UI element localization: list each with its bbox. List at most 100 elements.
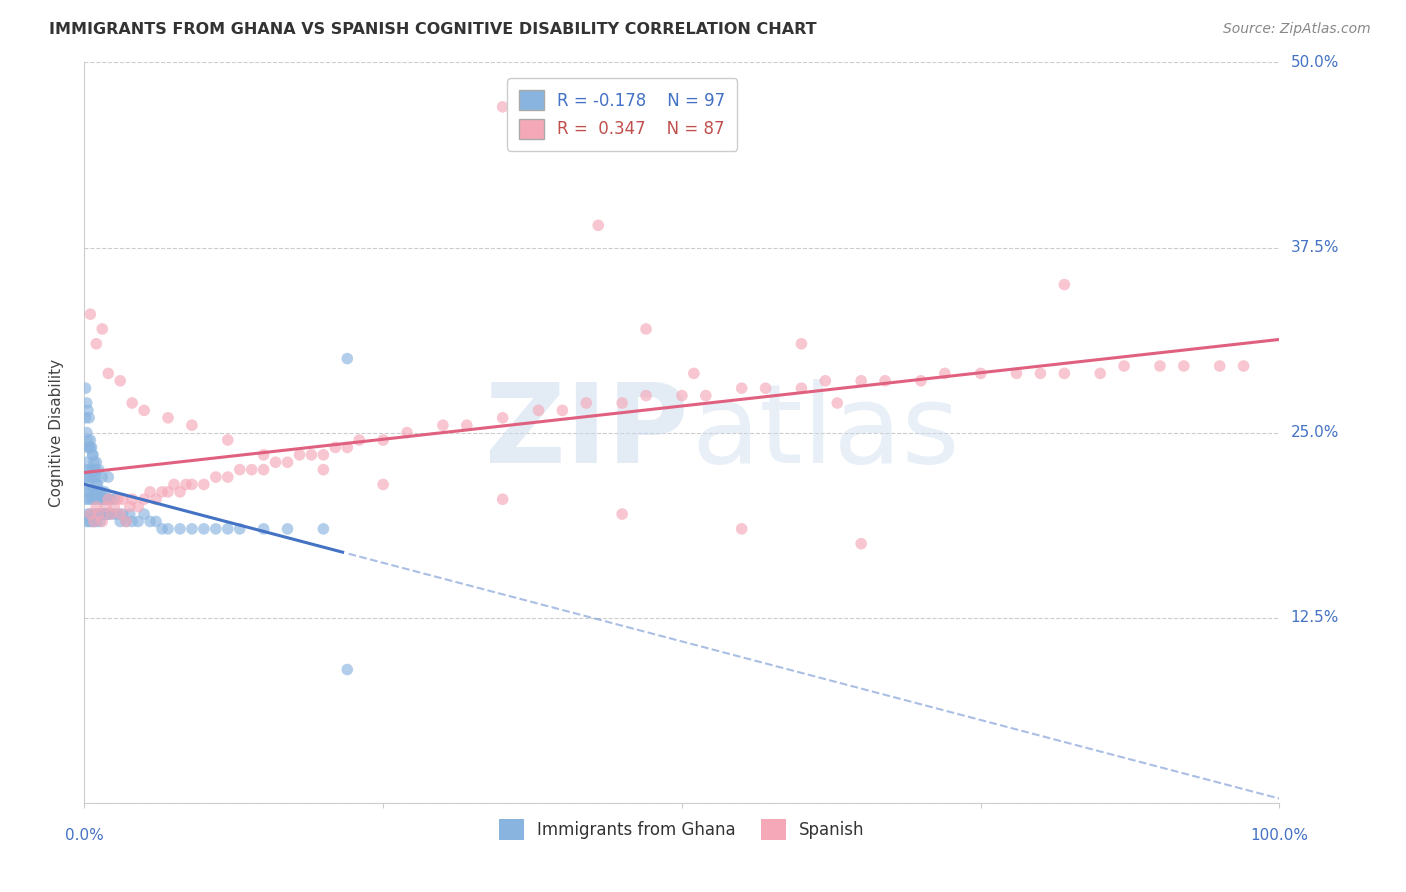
- Point: [83, 515, 105, 529]
- Point: [139, 515, 162, 529]
- Point: [288, 448, 311, 462]
- Point: [107, 507, 129, 521]
- Point: [312, 462, 335, 476]
- Point: [150, 522, 173, 536]
- Point: [94, 500, 117, 514]
- Point: [84, 462, 107, 476]
- Point: [96, 507, 118, 521]
- Point: [77, 433, 100, 447]
- Point: [86, 477, 108, 491]
- Point: [86, 477, 108, 491]
- Point: [97, 492, 120, 507]
- Point: [76, 396, 98, 410]
- Point: [77, 492, 100, 507]
- Point: [86, 336, 108, 351]
- Point: [193, 522, 215, 536]
- Point: [94, 507, 117, 521]
- Point: [97, 470, 120, 484]
- Point: [432, 418, 454, 433]
- Point: [82, 484, 104, 499]
- Point: [851, 536, 873, 550]
- Point: [87, 507, 110, 521]
- Point: [118, 500, 141, 514]
- Point: [82, 507, 104, 521]
- Point: [169, 484, 191, 499]
- Point: [89, 515, 111, 529]
- Point: [91, 492, 114, 507]
- Point: [83, 515, 105, 529]
- Point: [612, 396, 634, 410]
- Point: [636, 388, 658, 402]
- Point: [111, 492, 134, 507]
- Point: [336, 441, 359, 455]
- Point: [110, 515, 132, 529]
- Point: [731, 381, 754, 395]
- Point: [93, 507, 115, 521]
- Point: [875, 374, 897, 388]
- Point: [79, 441, 101, 455]
- Point: [84, 462, 107, 476]
- Point: [86, 484, 108, 499]
- Point: [373, 477, 395, 491]
- Point: [1090, 367, 1112, 381]
- Text: 37.5%: 37.5%: [1291, 240, 1339, 255]
- Point: [492, 492, 515, 507]
- Point: [193, 477, 215, 491]
- Point: [110, 374, 132, 388]
- Point: [181, 477, 204, 491]
- Point: [80, 492, 103, 507]
- Point: [91, 470, 114, 484]
- Point: [851, 374, 873, 388]
- Point: [75, 381, 97, 395]
- Point: [89, 492, 111, 507]
- Point: [588, 219, 610, 233]
- Y-axis label: Cognitive Disability: Cognitive Disability: [49, 359, 63, 507]
- Point: [93, 492, 115, 507]
- Text: atlas: atlas: [692, 379, 959, 486]
- Point: [217, 433, 239, 447]
- Point: [253, 448, 276, 462]
- Text: 25.0%: 25.0%: [1291, 425, 1339, 440]
- Point: [157, 522, 180, 536]
- Point: [1053, 367, 1076, 381]
- Point: [91, 507, 114, 521]
- Point: [575, 396, 598, 410]
- Point: [79, 484, 101, 499]
- Point: [97, 367, 120, 381]
- Point: [970, 367, 993, 381]
- Point: [253, 462, 276, 476]
- Point: [76, 425, 98, 440]
- Text: 50.0%: 50.0%: [1291, 55, 1339, 70]
- Point: [86, 492, 108, 507]
- Point: [82, 462, 104, 476]
- Point: [277, 522, 299, 536]
- Point: [755, 381, 778, 395]
- Point: [695, 388, 717, 402]
- Point: [336, 351, 359, 366]
- Point: [111, 507, 134, 521]
- Point: [107, 492, 129, 507]
- Point: [229, 462, 252, 476]
- Point: [683, 367, 706, 381]
- Point: [87, 507, 110, 521]
- Point: [84, 507, 107, 521]
- Point: [100, 492, 122, 507]
- Point: [1149, 359, 1171, 373]
- Point: [118, 507, 141, 521]
- Point: [103, 492, 125, 507]
- Point: [910, 374, 932, 388]
- Point: [132, 507, 156, 521]
- Point: [349, 433, 371, 447]
- Point: [240, 462, 263, 476]
- Text: 0.0%: 0.0%: [65, 828, 104, 843]
- Point: [145, 492, 167, 507]
- Point: [325, 441, 347, 455]
- Point: [157, 410, 180, 425]
- Point: [217, 522, 239, 536]
- Point: [790, 381, 813, 395]
- Point: [217, 470, 239, 484]
- Point: [312, 522, 335, 536]
- Point: [93, 484, 115, 499]
- Point: [82, 448, 104, 462]
- Point: [77, 441, 100, 455]
